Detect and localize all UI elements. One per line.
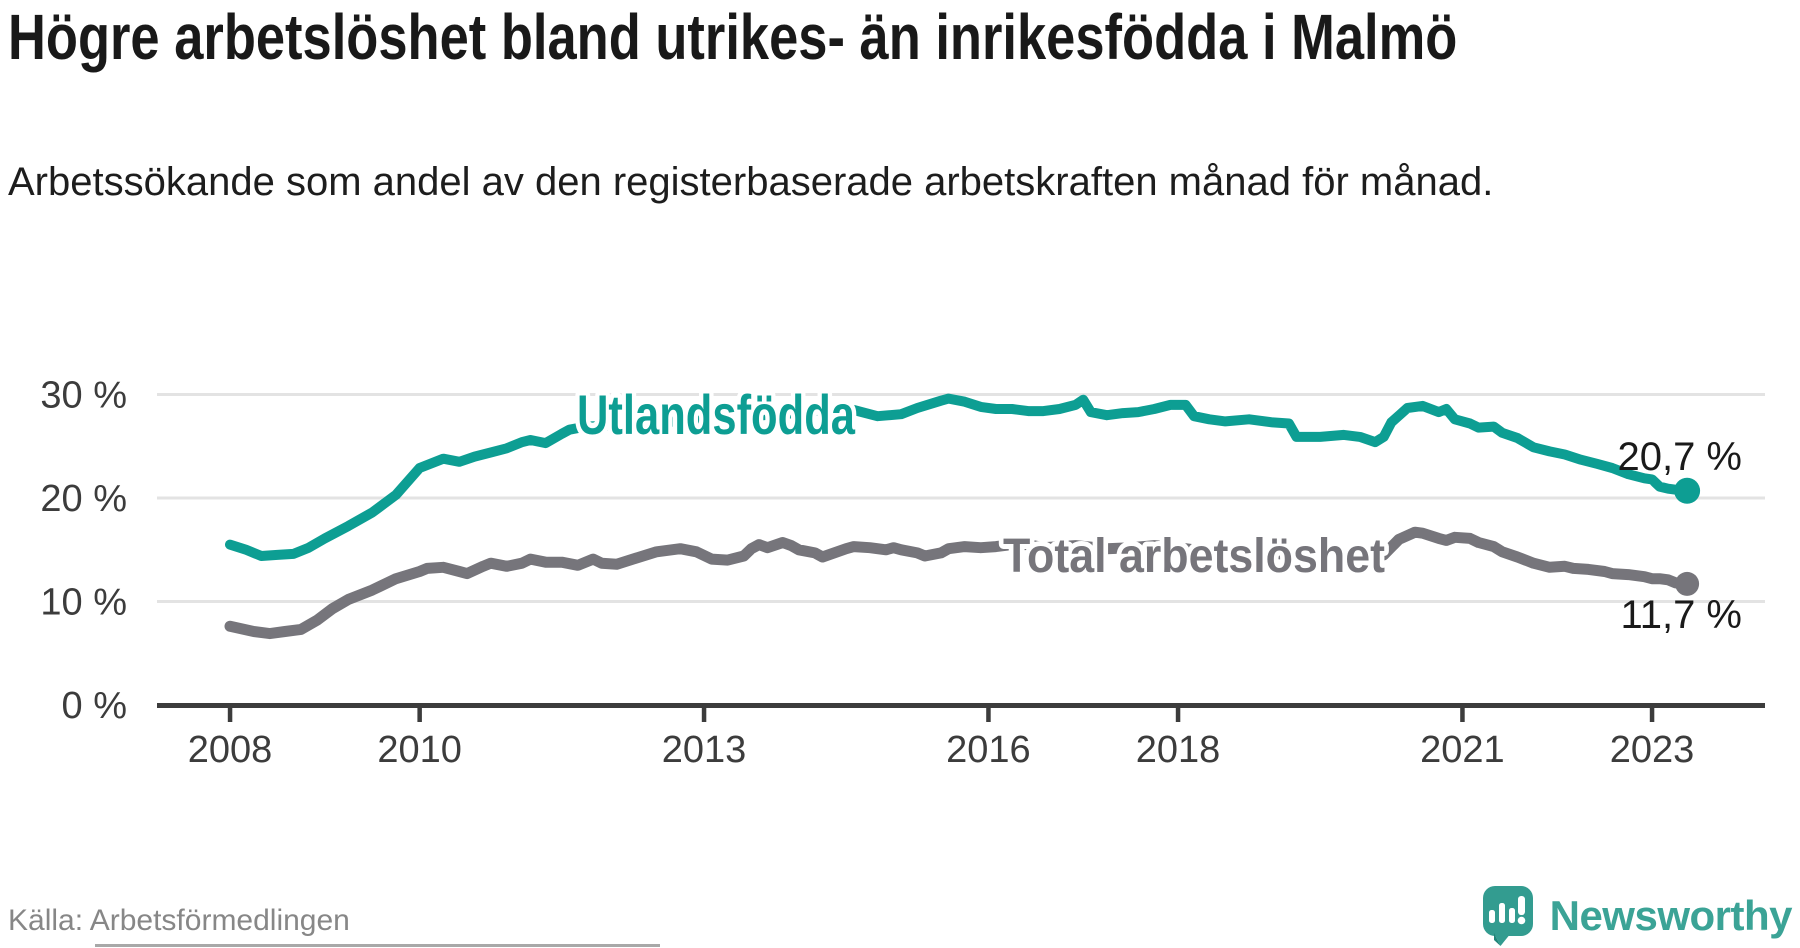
x-tick-label: 2021 (1420, 729, 1505, 771)
series-end-value-total: 11,7 % (1620, 593, 1742, 637)
x-tick (1175, 708, 1181, 722)
series-label-total: Total arbetslöshet (1003, 530, 1385, 583)
chart-subtitle: Arbetssökande som andel av den registerb… (8, 160, 1494, 204)
source-note: Källa: Arbetsförmedlingen (8, 904, 350, 937)
x-tick-label: 2013 (662, 729, 747, 771)
y-tick-label: 20 % (40, 478, 127, 520)
x-tick (986, 708, 991, 722)
x-tick-label: 2023 (1610, 729, 1695, 771)
y-tick-label: 0 % (62, 685, 127, 727)
x-tick (1460, 708, 1465, 722)
y-tick-label: 30 % (40, 375, 127, 417)
series-line-utlandsfodda (225, 393, 1693, 561)
newsworthy-logo-icon (1482, 886, 1533, 946)
x-tick-label: 2008 (188, 729, 273, 771)
x-axis-line (157, 703, 1765, 708)
series-label-utlandsfodda: Utlandsfödda (577, 383, 856, 446)
bottom-divider (95, 944, 660, 947)
newsworthy-branding: Newsworthy (1482, 884, 1793, 948)
newsworthy-wordmark: Newsworthy (1549, 892, 1793, 939)
x-tick (227, 708, 233, 722)
x-tick (1649, 708, 1655, 722)
series-line-total (224, 526, 1693, 640)
x-tick-label: 2018 (1136, 729, 1221, 771)
series-end-dot-utlandsfodda (1674, 477, 1701, 504)
series-end-dot-total (1675, 571, 1700, 596)
x-tick-label: 2016 (946, 729, 1031, 771)
x-tick (701, 708, 707, 722)
chart-title: Högre arbetslöshet bland utrikes- än inr… (8, 1, 1458, 73)
series-end-value-utlandsfodda: 20,7 % (1617, 435, 1742, 479)
x-tick-label: 2010 (377, 729, 462, 771)
y-tick-label: 10 % (40, 582, 127, 624)
x-tick (417, 708, 422, 722)
